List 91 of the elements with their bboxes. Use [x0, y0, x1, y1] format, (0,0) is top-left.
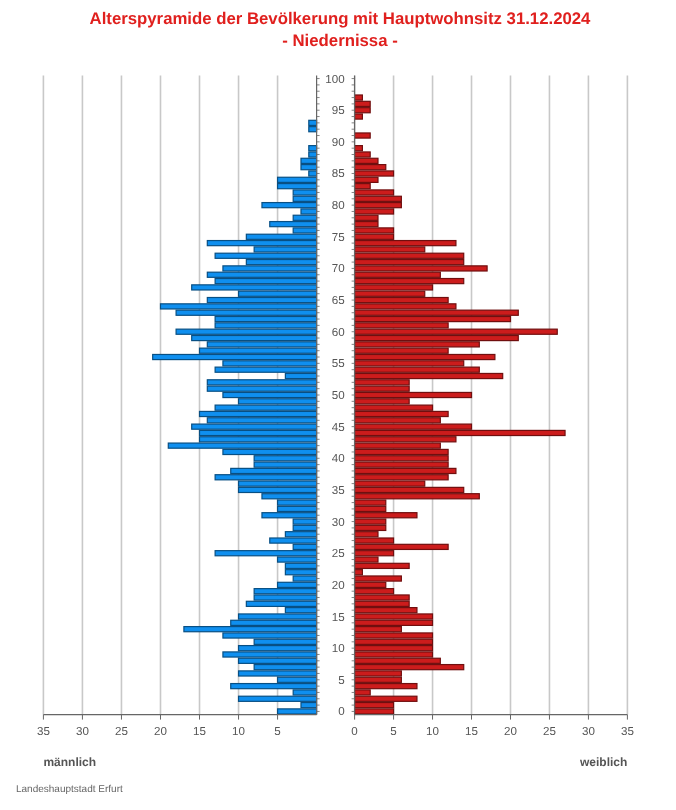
bar [191, 423, 318, 430]
bar [354, 201, 402, 209]
bar [354, 132, 371, 139]
bar [237, 486, 318, 494]
bar [261, 201, 318, 209]
bar [284, 562, 318, 570]
bar [276, 176, 318, 183]
bar [354, 644, 434, 652]
bar [354, 239, 457, 247]
chart-subtitle: - Niedernissa - [282, 30, 399, 50]
bar [152, 353, 318, 361]
bar [354, 164, 387, 171]
bar [230, 682, 318, 690]
bar [354, 353, 496, 361]
bar [276, 708, 318, 715]
bar [354, 252, 465, 259]
bar [354, 100, 371, 108]
bar [354, 208, 395, 215]
bar [354, 315, 512, 323]
bar [354, 461, 449, 468]
bar [354, 429, 566, 437]
bar [253, 594, 318, 601]
bar [214, 550, 318, 557]
bar [214, 366, 318, 373]
bar [354, 695, 418, 702]
bar [214, 252, 318, 259]
bar [354, 157, 379, 164]
bar [354, 708, 395, 715]
bar [354, 600, 410, 608]
bar [269, 220, 318, 228]
bar [198, 429, 318, 437]
bar [237, 613, 318, 620]
bar [354, 195, 402, 202]
bar [354, 265, 488, 272]
chart-title: Alterspyramide der Bevölkerung mit Hauptwohnsitz 31.12.2024 [89, 8, 592, 28]
bar [354, 113, 363, 120]
bar [354, 151, 371, 158]
bar [354, 682, 418, 690]
bar [206, 271, 318, 278]
bar [222, 651, 318, 658]
bar [354, 455, 449, 462]
bar [354, 189, 395, 196]
bar [354, 619, 434, 626]
bar [354, 474, 449, 481]
bar [354, 467, 457, 475]
bar [354, 651, 434, 658]
bar [354, 227, 395, 234]
bar [206, 239, 318, 247]
bar [354, 94, 363, 101]
bar [253, 588, 318, 595]
bar [354, 410, 449, 418]
bar [354, 512, 418, 519]
bar [276, 182, 318, 190]
bar [191, 284, 318, 291]
bar [354, 372, 504, 380]
bar [269, 537, 318, 544]
bar [308, 151, 318, 158]
bar [354, 543, 449, 551]
bar [354, 170, 395, 177]
bar [261, 512, 318, 519]
bar [354, 632, 434, 639]
bar [300, 157, 318, 164]
bar [354, 638, 434, 645]
bar [354, 296, 449, 304]
bar [354, 107, 371, 114]
bar [175, 328, 318, 335]
bar [354, 594, 410, 601]
bar [354, 309, 519, 316]
bar [354, 524, 387, 532]
bar [198, 410, 318, 418]
bar [354, 562, 410, 570]
bar [354, 328, 558, 335]
bar [159, 303, 318, 310]
bar [354, 663, 465, 671]
bar [183, 626, 318, 633]
bar [206, 379, 318, 386]
bar [354, 391, 473, 399]
bar [292, 524, 318, 532]
bar [206, 385, 318, 392]
bar [354, 575, 402, 582]
bar [284, 569, 318, 576]
bar [237, 695, 318, 702]
bar [354, 493, 480, 500]
bar [354, 448, 449, 456]
bar [300, 164, 318, 171]
bar [167, 442, 318, 449]
bar [354, 277, 465, 285]
bar [245, 600, 318, 608]
bar [354, 613, 434, 620]
bar [214, 474, 318, 481]
bar [237, 670, 318, 677]
